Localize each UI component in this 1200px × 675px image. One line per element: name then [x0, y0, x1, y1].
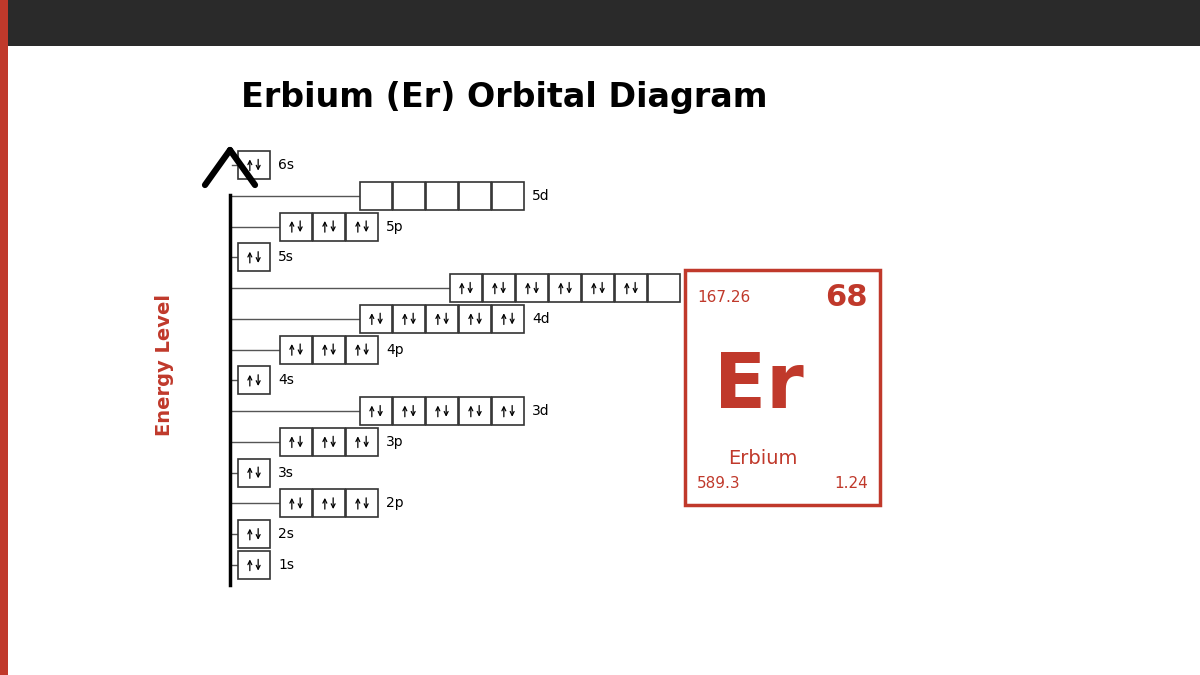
Bar [685, 270, 880, 505]
Bar [616, 274, 647, 302]
Bar [458, 397, 491, 425]
Bar [394, 305, 425, 333]
Bar [492, 182, 524, 210]
Bar [313, 489, 346, 518]
Bar [450, 274, 482, 302]
Text: 167.26: 167.26 [697, 290, 750, 306]
Bar [360, 182, 392, 210]
Bar [360, 397, 392, 425]
Bar [313, 428, 346, 456]
Text: 589.3: 589.3 [697, 475, 740, 491]
Bar [238, 151, 270, 179]
Bar [238, 459, 270, 487]
Bar [280, 489, 312, 518]
Bar [458, 305, 491, 333]
Text: 2s: 2s [278, 527, 294, 541]
Bar [238, 520, 270, 548]
Bar [426, 182, 458, 210]
Bar [426, 397, 458, 425]
Bar [516, 274, 548, 302]
Text: 4p: 4p [386, 343, 403, 356]
Text: 4f: 4f [688, 281, 702, 295]
Bar [346, 213, 378, 240]
Bar [0, 0, 8, 675]
Text: 5p: 5p [386, 219, 403, 234]
Text: 5d: 5d [532, 189, 550, 202]
Text: Erbium (Er) Orbital Diagram: Erbium (Er) Orbital Diagram [241, 82, 767, 114]
Bar [313, 335, 346, 364]
Bar [0, 0, 1200, 46]
Text: 3s: 3s [278, 466, 294, 480]
Bar [280, 213, 312, 240]
Text: 5s: 5s [278, 250, 294, 265]
Text: 6s: 6s [278, 158, 294, 172]
Text: 3d: 3d [532, 404, 550, 418]
Text: 1.24: 1.24 [834, 475, 868, 491]
Bar [238, 551, 270, 579]
Bar [648, 274, 680, 302]
Bar [482, 274, 515, 302]
Text: Energy Level: Energy Level [156, 294, 174, 436]
Bar [238, 367, 270, 394]
Text: 68: 68 [826, 284, 868, 313]
Bar [492, 397, 524, 425]
Bar [426, 305, 458, 333]
Bar [346, 428, 378, 456]
Bar [280, 335, 312, 364]
Bar [360, 305, 392, 333]
Bar [280, 428, 312, 456]
Text: 2p: 2p [386, 496, 403, 510]
Bar [492, 305, 524, 333]
Bar [582, 274, 614, 302]
Bar [346, 335, 378, 364]
Bar [346, 489, 378, 518]
Text: 1s: 1s [278, 558, 294, 572]
Bar [550, 274, 581, 302]
Bar [238, 243, 270, 271]
Text: Erbium: Erbium [728, 448, 798, 468]
Bar [313, 213, 346, 240]
Bar [458, 182, 491, 210]
Text: 4s: 4s [278, 373, 294, 387]
Bar [394, 182, 425, 210]
Text: 3p: 3p [386, 435, 403, 449]
Text: Er: Er [714, 350, 804, 425]
Bar [394, 397, 425, 425]
Text: 4d: 4d [532, 312, 550, 326]
